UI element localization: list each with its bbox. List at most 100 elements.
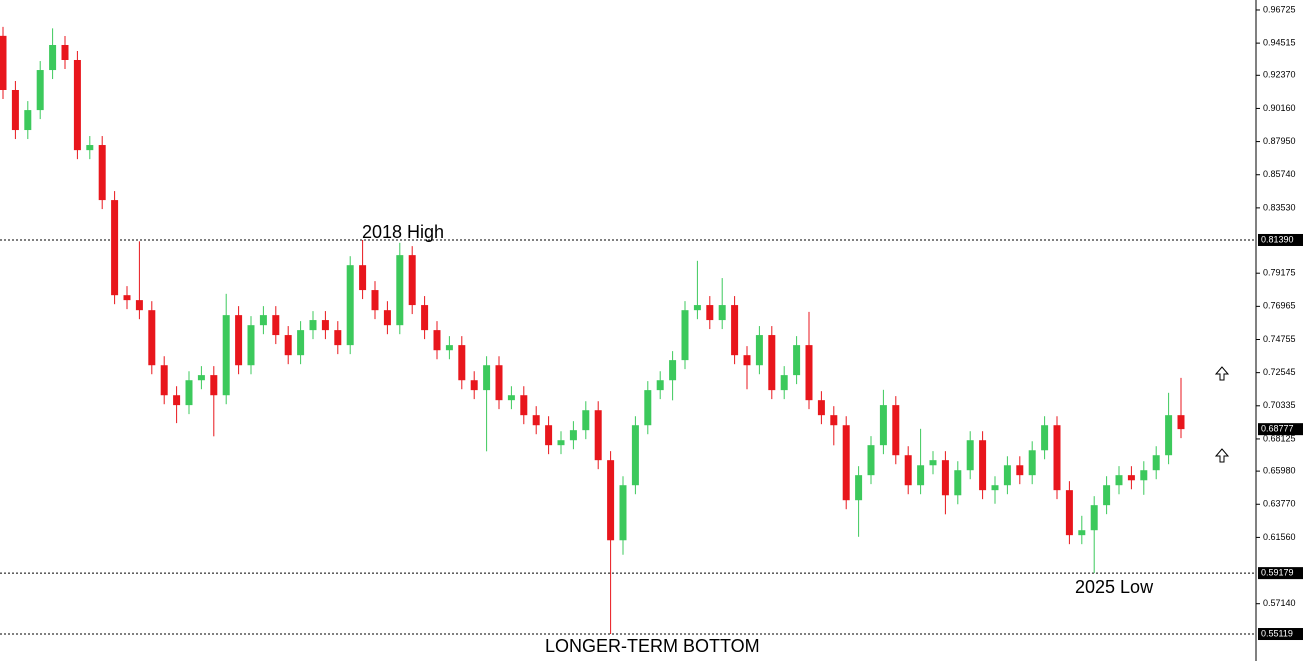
candle-body bbox=[111, 200, 119, 296]
candle-body bbox=[693, 305, 701, 311]
candle-body bbox=[1065, 490, 1073, 536]
candle-body bbox=[160, 365, 168, 396]
candle-body bbox=[383, 310, 391, 326]
candle-body bbox=[892, 405, 900, 456]
candle-body bbox=[1140, 470, 1148, 481]
candle-body bbox=[805, 345, 813, 401]
candle-body bbox=[396, 255, 404, 326]
candle-body bbox=[24, 110, 32, 131]
candle-body bbox=[408, 255, 416, 306]
candle-body bbox=[61, 44, 69, 60]
y-tick-label: 0.61560 bbox=[1263, 532, 1296, 542]
candle-body bbox=[49, 44, 57, 71]
candle-body bbox=[11, 89, 19, 131]
candle-body bbox=[1103, 485, 1111, 506]
candle-body bbox=[259, 315, 267, 326]
candle-body bbox=[135, 300, 143, 311]
candle-body bbox=[1090, 505, 1098, 531]
candle-body bbox=[594, 410, 602, 461]
candle-body bbox=[197, 375, 205, 381]
candle-body bbox=[768, 335, 776, 391]
last-price-box bbox=[1258, 423, 1303, 436]
y-tick-label: 0.79175 bbox=[1263, 268, 1296, 278]
candle-body bbox=[297, 330, 305, 356]
arrow-icon bbox=[1214, 448, 1230, 463]
candle-body bbox=[879, 405, 887, 446]
candle-body bbox=[855, 475, 863, 501]
candle-body bbox=[1016, 465, 1024, 476]
candle-body bbox=[619, 485, 627, 541]
candle-body bbox=[445, 345, 453, 351]
candle-body bbox=[321, 320, 329, 331]
candle-body bbox=[780, 375, 788, 391]
candle-body bbox=[817, 400, 825, 416]
candle-body bbox=[991, 485, 999, 491]
candle-body bbox=[433, 330, 441, 351]
y-tick-label: 0.94515 bbox=[1263, 37, 1296, 47]
level-label: 0.59179 bbox=[1261, 567, 1294, 577]
candle-body bbox=[470, 380, 478, 391]
candle-body bbox=[1165, 415, 1173, 456]
level-label-box bbox=[1258, 567, 1303, 580]
candle-body bbox=[867, 445, 875, 476]
y-tick-label: 0.92370 bbox=[1263, 70, 1296, 80]
y-tick-label: 0.72545 bbox=[1263, 367, 1296, 377]
y-tick-label: 0.83530 bbox=[1263, 202, 1296, 212]
level-label-box bbox=[1258, 233, 1303, 246]
candle-body bbox=[495, 365, 503, 401]
candle-body bbox=[743, 355, 751, 366]
candle-body bbox=[173, 395, 181, 406]
candle-body bbox=[284, 335, 292, 356]
candle-body bbox=[545, 425, 553, 446]
candle-body bbox=[681, 310, 689, 361]
candle-body bbox=[520, 395, 528, 416]
y-tick-label: 0.74755 bbox=[1263, 334, 1296, 344]
candle-body bbox=[966, 440, 974, 471]
candle-body bbox=[235, 315, 243, 366]
y-tick-label: 0.68125 bbox=[1263, 433, 1296, 443]
candle-body bbox=[1078, 530, 1086, 536]
candle-body bbox=[532, 415, 540, 426]
candle-body bbox=[222, 315, 230, 396]
candle-body bbox=[86, 145, 94, 151]
annotation: 2018 High bbox=[362, 222, 444, 242]
candle-body bbox=[718, 305, 726, 321]
y-tick-label: 0.65980 bbox=[1263, 465, 1296, 475]
candle-body bbox=[359, 265, 367, 291]
candle-body bbox=[210, 375, 218, 396]
candle-body bbox=[557, 440, 565, 446]
candle-body bbox=[1115, 475, 1123, 486]
level-label-box bbox=[1258, 628, 1303, 641]
candle-body bbox=[98, 145, 106, 201]
y-tick-label: 0.70335 bbox=[1263, 400, 1296, 410]
candle-body bbox=[979, 440, 987, 491]
candle-body bbox=[793, 345, 801, 376]
candle-body bbox=[1127, 475, 1135, 481]
candle-body bbox=[1028, 450, 1036, 476]
candle-body bbox=[185, 380, 193, 406]
candle-body bbox=[731, 305, 739, 356]
candle-body bbox=[842, 425, 850, 501]
level-label: 0.81390 bbox=[1261, 234, 1294, 244]
candle-body bbox=[631, 425, 639, 486]
candle-body bbox=[334, 330, 342, 346]
arrow-icon bbox=[1214, 366, 1230, 381]
candle-body bbox=[346, 265, 354, 346]
candle-body bbox=[421, 305, 429, 331]
candle-body bbox=[1041, 425, 1049, 451]
candle-body bbox=[73, 59, 81, 151]
candle-body bbox=[458, 345, 466, 381]
candle-body bbox=[272, 315, 280, 336]
level-label: 0.55119 bbox=[1261, 628, 1293, 638]
y-tick-label: 0.76965 bbox=[1263, 301, 1296, 311]
candle-body bbox=[507, 395, 515, 401]
y-tick-label: 0.63770 bbox=[1263, 499, 1296, 509]
candle-body bbox=[669, 360, 677, 381]
candle-body bbox=[607, 460, 615, 541]
candle-body bbox=[917, 465, 925, 486]
candle-body bbox=[0, 35, 7, 90]
candle-body bbox=[1003, 465, 1011, 486]
last-price-label: 0.68777 bbox=[1261, 424, 1294, 434]
y-tick-label: 0.85740 bbox=[1263, 169, 1296, 179]
